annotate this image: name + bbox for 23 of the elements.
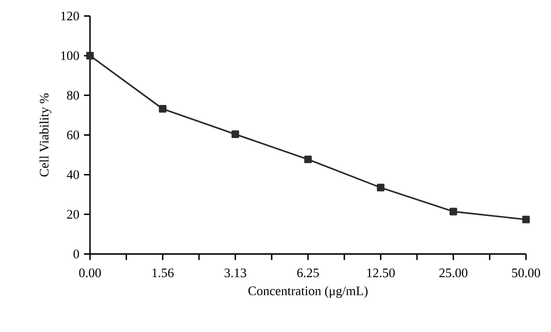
x-tick-label: 0.00 bbox=[79, 268, 101, 278]
point bbox=[158, 105, 166, 113]
y-tick-label: 120 bbox=[61, 12, 79, 20]
point bbox=[232, 130, 240, 138]
y-tick-label: 0 bbox=[74, 250, 79, 258]
point bbox=[304, 156, 312, 164]
point bbox=[376, 184, 384, 192]
point bbox=[86, 52, 94, 60]
x-tick-label: 1.56 bbox=[152, 268, 174, 278]
y-axis-title: Cell Viability % bbox=[39, 93, 52, 177]
x-axis-title: Concentration (μg/mL) bbox=[248, 286, 368, 298]
x-tick-label: 3.13 bbox=[224, 268, 246, 278]
point bbox=[522, 216, 530, 224]
point bbox=[450, 208, 458, 216]
y-tick-label: 60 bbox=[67, 130, 79, 140]
y-tick-label: 100 bbox=[61, 51, 79, 60]
x-tick-label: 12.50 bbox=[367, 268, 395, 278]
y-tick-label: 80 bbox=[67, 90, 79, 100]
y-tick-label: 40 bbox=[66, 170, 79, 180]
x-tick-label: 6.25 bbox=[297, 268, 319, 278]
y-tick-label: 20 bbox=[67, 210, 79, 219]
x-tick-label: 25.00 bbox=[439, 268, 468, 278]
x-tick-label: 50.00 bbox=[512, 268, 540, 278]
